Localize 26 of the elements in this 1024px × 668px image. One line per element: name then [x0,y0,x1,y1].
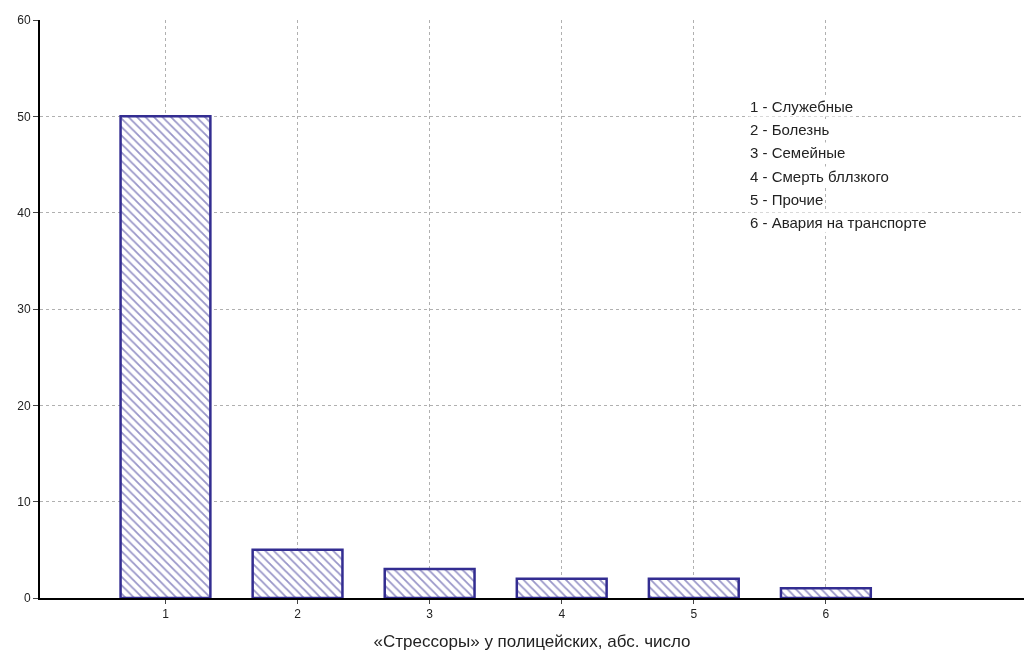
y-tick-label: 20 [17,398,31,413]
x-axis-title: «Стрессоры» у полицейских, абс. число [373,632,691,652]
y-tick-label: 40 [17,205,31,220]
y-tick-label: 0 [23,591,31,606]
x-tick-label: 4 [558,607,566,622]
annotation: 4 - Смерть бллзкого [750,168,889,185]
x-tick-label: 1 [162,607,170,622]
bar [119,115,212,598]
x-tick-label: 2 [294,607,302,622]
bar [383,567,476,598]
annotation: 3 - Семейные [750,144,846,161]
y-tick-label: 60 [17,13,31,28]
y-tick-label: 10 [17,494,31,509]
y-tick-label: 50 [17,109,31,124]
bar [779,587,873,598]
bar [647,577,740,598]
annotation: 1 - Служебные [750,98,854,115]
bar [251,548,344,598]
annotation: 2 - Болезнь [750,121,830,138]
y-tick-label: 30 [17,302,31,317]
x-tick-label: 6 [822,607,830,622]
annotation: 5 - Прочие [750,191,824,208]
x-tick-label: 5 [690,607,698,622]
x-tick-label: 3 [426,607,434,622]
annotation: 6 - Авария на транспорте [750,214,927,231]
bar [515,577,608,598]
